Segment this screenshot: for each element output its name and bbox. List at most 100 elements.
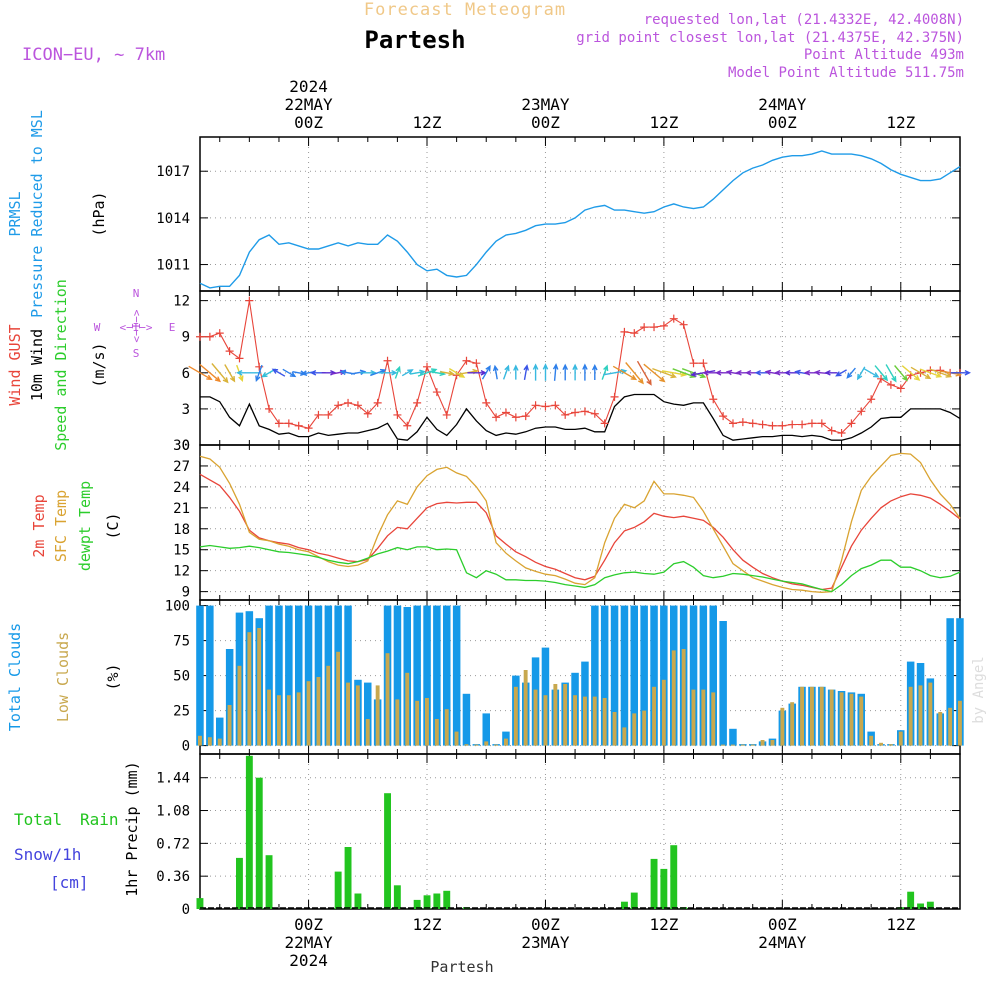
wind-gust-marker xyxy=(511,413,520,422)
low-cloud-bar xyxy=(760,740,765,746)
low-cloud-bar xyxy=(839,692,844,746)
total-cloud-bar xyxy=(719,621,727,746)
pressure-panel: 1011 1014 1017 xyxy=(156,136,961,292)
clouds-axis-label: (%) xyxy=(104,663,122,690)
wind-direction-arrow xyxy=(572,363,578,381)
low-cloud-bar xyxy=(277,695,281,746)
low-cloud-bar xyxy=(898,731,903,746)
wind-gust-marker xyxy=(896,384,905,393)
model-label: ICON−EU, ~ 7km xyxy=(22,45,165,65)
footer-location: Partesh xyxy=(430,958,493,976)
wind-direction-arrow xyxy=(394,365,401,379)
rain-bar xyxy=(423,895,431,909)
wind-axis-label: Speed and Direction xyxy=(52,279,70,451)
low-cloud-bar xyxy=(681,649,686,746)
y-tick-label: 25 xyxy=(173,704,190,720)
wind-axis-label: Wind GUST xyxy=(6,324,24,405)
wind-gust-marker xyxy=(620,327,629,336)
low-cloud-bar xyxy=(306,681,311,746)
y-tick-label: 0 xyxy=(182,902,190,918)
wind-gust-marker xyxy=(610,392,619,401)
total-cloud-bar xyxy=(423,605,431,746)
y-tick-label: 3 xyxy=(182,402,190,418)
total-cloud-bar xyxy=(285,605,293,746)
low-cloud-bar xyxy=(908,686,913,746)
total-cloud-bar xyxy=(620,605,629,746)
temperature-line xyxy=(199,452,961,593)
wind-gust-marker xyxy=(728,419,737,428)
low-cloud-bar xyxy=(829,689,834,746)
wind-direction-arrow xyxy=(502,364,510,380)
rain-bar xyxy=(926,901,934,909)
total-cloud-bar xyxy=(640,605,648,746)
location-title: Partesh xyxy=(364,26,465,54)
wind-gust-marker xyxy=(462,356,471,365)
precip-total-label: Total xyxy=(14,810,62,829)
top-time-label: 00Z xyxy=(531,113,560,132)
precip-ylabel: 1hr Precip (mm) xyxy=(123,761,141,896)
wind-direction-arrow xyxy=(835,369,847,377)
low-cloud-bar xyxy=(385,653,390,746)
y-tick-label: 0.72 xyxy=(156,836,190,852)
top-time-label: 22MAY xyxy=(284,95,333,114)
wind-direction-arrow xyxy=(636,360,652,386)
top-time-label: 12Z xyxy=(413,113,442,132)
low-cloud-bar xyxy=(711,692,716,746)
top-time-label: 00Z xyxy=(768,113,797,132)
side-labels: PRMSL Pressure Reduced to MSL (hPa) Wind GU… xyxy=(6,110,122,731)
y-tick-label: 0 xyxy=(182,438,190,454)
low-cloud-bar xyxy=(573,695,577,746)
wind-direction-arrow xyxy=(601,364,609,380)
total-cloud-bar xyxy=(689,605,698,746)
wind-direction-arrow xyxy=(224,364,236,383)
wind-direction-arrow xyxy=(901,365,921,381)
total-cloud-bar xyxy=(591,605,599,746)
y-tick-label: 30 xyxy=(173,438,190,454)
y-tick-label: 27 xyxy=(173,459,190,475)
wind-gust-marker xyxy=(432,388,441,397)
bottom-time-label: 2024 xyxy=(289,951,328,970)
wind-gust-marker xyxy=(472,359,481,368)
low-cloud-bar xyxy=(504,738,508,746)
precip-panel: 0 0.36 0.72 1.08 1.44 xyxy=(156,753,961,918)
wind-compass: N <−I−> W <−I−> E S xyxy=(94,287,176,360)
low-cloud-bar xyxy=(296,692,301,746)
low-cloud-bar xyxy=(553,684,558,746)
rain-bar xyxy=(354,893,362,909)
rain-bar xyxy=(413,899,421,909)
rain-bar xyxy=(670,845,678,909)
wind-gust-marker xyxy=(590,409,599,418)
total-cloud-bar xyxy=(630,605,638,746)
top-time-label: 00Z xyxy=(294,113,323,132)
low-cloud-bar xyxy=(464,744,469,746)
low-cloud-bar xyxy=(326,665,331,746)
y-tick-label: 1017 xyxy=(156,164,190,180)
y-tick-label: 1.08 xyxy=(156,804,190,820)
wind-direction-arrow xyxy=(552,363,559,381)
rain-bar xyxy=(630,892,638,909)
low-cloud-bar xyxy=(740,744,745,746)
wind-gust-marker xyxy=(413,398,422,407)
total-cloud-bar xyxy=(216,717,224,746)
low-cloud-bar xyxy=(198,735,202,746)
total-cloud-bar xyxy=(304,605,313,746)
wind-gust-marker xyxy=(669,314,678,323)
pressure-axis-label: (hPa) xyxy=(90,191,108,236)
panel-frame xyxy=(199,444,961,601)
wind-gust-marker xyxy=(580,407,589,416)
total-cloud-bar xyxy=(709,605,717,746)
low-cloud-bar xyxy=(207,737,212,746)
wind-direction-arrow xyxy=(378,369,398,376)
compass-horizontal: <−I−> xyxy=(119,321,152,334)
wind-gust-marker xyxy=(817,419,826,428)
rain-bar xyxy=(433,893,441,909)
total-cloud-bar xyxy=(482,713,490,746)
temperature-axis-label: SFC Temp xyxy=(52,490,70,562)
low-cloud-bar xyxy=(454,731,459,746)
low-cloud-bar xyxy=(415,700,420,746)
rain-bar xyxy=(443,890,451,909)
low-cloud-bar xyxy=(355,685,360,746)
low-cloud-bar xyxy=(257,628,262,746)
